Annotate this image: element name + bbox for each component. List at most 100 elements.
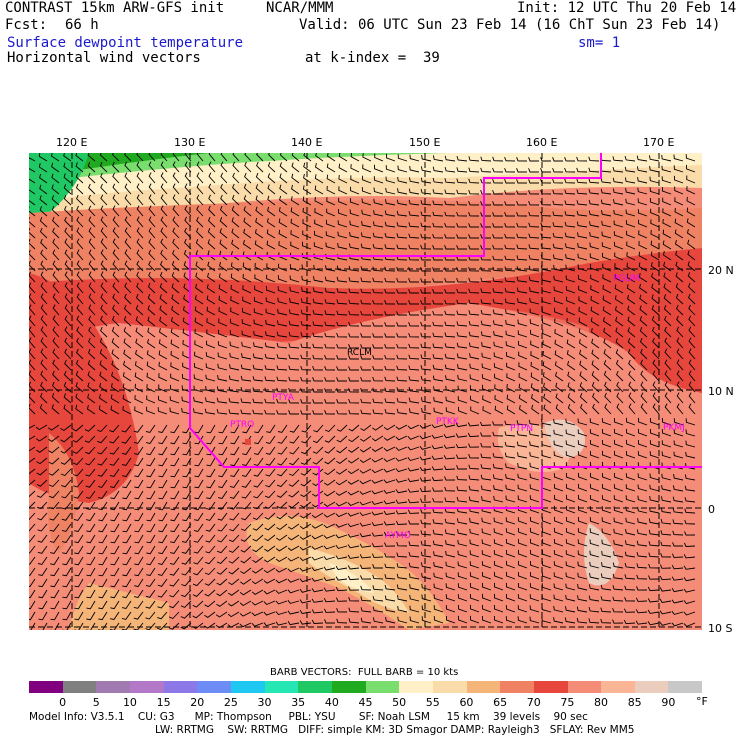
wind-barb <box>421 154 432 162</box>
wind-barb <box>553 483 564 492</box>
wind-barb <box>97 457 108 466</box>
wind-barb <box>29 206 36 217</box>
wind-barb <box>324 276 336 283</box>
wind-barb <box>98 622 108 630</box>
wind-barb <box>172 172 180 184</box>
wind-barb <box>98 611 108 621</box>
wind-barb <box>251 589 264 595</box>
wind-barb <box>601 472 612 481</box>
wind-barb <box>29 195 36 206</box>
wind-barb <box>647 586 660 592</box>
wind-barb <box>530 351 540 360</box>
wind-barb <box>640 403 648 415</box>
wind-barb <box>542 318 552 327</box>
wind-barb <box>577 440 588 448</box>
wind-barb <box>408 365 420 371</box>
wind-barb <box>481 550 492 558</box>
wind-barb <box>62 589 72 599</box>
wind-barb <box>469 539 480 547</box>
wind-barb <box>588 167 600 173</box>
wind-barb <box>323 512 336 518</box>
wind-barb <box>348 607 360 613</box>
wind-barb <box>518 372 528 382</box>
wind-barb <box>302 196 312 206</box>
wind-barb <box>565 539 576 547</box>
wind-barb <box>124 282 132 294</box>
wind-barb <box>76 304 84 316</box>
wind-barb <box>504 190 515 195</box>
wind-barb <box>335 576 348 581</box>
wind-barb <box>481 539 492 547</box>
wind-barb <box>182 435 192 445</box>
wind-barb <box>29 490 36 498</box>
wind-barb <box>301 287 312 294</box>
wind-barb <box>493 550 504 558</box>
wind-barb <box>565 472 576 481</box>
wind-barb <box>408 562 420 569</box>
wind-barb <box>288 523 300 530</box>
wind-barb <box>578 296 588 305</box>
wind-barb <box>217 490 228 500</box>
wind-barb <box>172 238 180 250</box>
wind-barb <box>88 238 96 250</box>
scale-tick-label: 35 <box>291 696 306 709</box>
wind-barb <box>124 161 132 173</box>
wind-barb <box>457 385 468 393</box>
wind-barb <box>543 393 552 404</box>
wind-barb <box>29 545 36 554</box>
wind-barb <box>492 201 503 206</box>
wind-barb <box>347 512 360 517</box>
wind-barb <box>219 205 228 217</box>
wind-barb <box>456 256 467 261</box>
scale-tick-label: 30 <box>257 696 272 709</box>
wind-barb <box>275 589 288 594</box>
wind-barb <box>39 227 48 239</box>
wind-barb <box>683 554 696 559</box>
wind-barb <box>110 578 120 588</box>
wind-barb <box>146 545 156 555</box>
wind-barb <box>289 286 300 294</box>
wind-barb <box>338 174 348 184</box>
wind-barb <box>61 523 72 532</box>
wind-barb <box>39 173 48 184</box>
wind-barb <box>51 381 60 393</box>
wind-barb <box>325 219 336 228</box>
wind-barb <box>110 523 120 533</box>
wind-barb <box>553 527 564 536</box>
wind-barb <box>122 589 132 599</box>
wind-barb <box>384 333 395 338</box>
wind-barb <box>504 222 516 228</box>
wind-barb <box>122 383 132 393</box>
wind-barb <box>683 622 696 627</box>
wind-barb <box>76 337 84 349</box>
wind-barb <box>265 285 276 294</box>
wind-barb <box>505 528 516 536</box>
wind-barb <box>506 571 516 580</box>
wind-barb <box>564 211 576 217</box>
wind-barb <box>350 153 360 162</box>
wind-barb <box>288 479 300 487</box>
wind-barb <box>492 277 504 283</box>
wind-barb <box>408 244 420 250</box>
wind-barb <box>395 457 408 462</box>
wind-barb <box>516 287 528 294</box>
wind-barb <box>530 549 540 558</box>
wind-barb <box>540 254 552 261</box>
wind-barb <box>360 333 371 338</box>
wind-barb <box>122 545 132 555</box>
wind-barb <box>494 582 504 591</box>
wind-barb <box>372 299 384 305</box>
wind-barb <box>35 424 48 431</box>
wind-barb <box>217 534 228 543</box>
wind-barb <box>288 331 300 338</box>
wind-barb <box>615 327 624 338</box>
wind-barb <box>194 295 204 305</box>
wind-barb <box>230 262 240 272</box>
wind-barb <box>323 556 336 561</box>
wind-barb <box>215 611 228 618</box>
wind-barb <box>672 496 684 503</box>
wind-barb <box>182 306 192 316</box>
wind-barb <box>241 490 252 499</box>
wind-barb <box>688 381 696 393</box>
wind-barb <box>313 276 324 283</box>
